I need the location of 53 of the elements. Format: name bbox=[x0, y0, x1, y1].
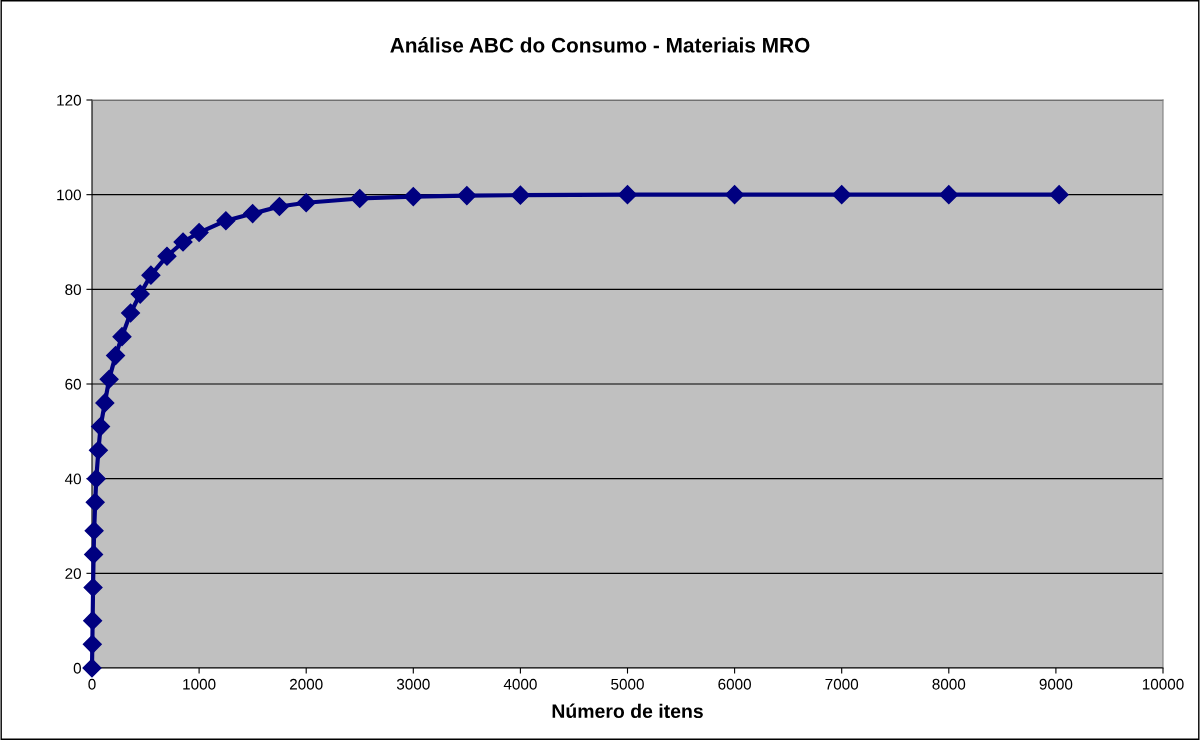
point bbox=[121, 303, 141, 323]
x-tick-label: 4000 bbox=[503, 678, 537, 690]
y-tick-label: 40 bbox=[64, 473, 81, 485]
y-tick-label: 60 bbox=[65, 378, 81, 390]
point bbox=[84, 544, 104, 564]
point bbox=[83, 611, 103, 631]
point bbox=[83, 577, 103, 598]
point bbox=[99, 369, 119, 389]
point bbox=[403, 187, 423, 207]
y-tick-label: 0 bbox=[73, 662, 81, 674]
x-tick-label: 2000 bbox=[289, 678, 323, 690]
chart-title: Análise ABC do Consumo - Materiais MRO bbox=[390, 37, 810, 53]
point bbox=[510, 185, 530, 205]
x-tick-label: 5000 bbox=[611, 678, 644, 690]
point bbox=[939, 185, 959, 205]
point bbox=[84, 521, 104, 541]
point bbox=[296, 193, 316, 213]
point bbox=[216, 211, 236, 231]
point bbox=[243, 204, 263, 224]
point bbox=[91, 417, 111, 437]
point bbox=[617, 185, 638, 205]
point bbox=[1049, 185, 1069, 205]
point bbox=[82, 634, 102, 654]
y-tick-label: 120 bbox=[57, 94, 81, 106]
point bbox=[157, 246, 177, 266]
point bbox=[106, 346, 126, 366]
x-tick-label: 7000 bbox=[825, 678, 859, 690]
x-tick-label: 3000 bbox=[396, 678, 430, 690]
x-tick-label: 10000 bbox=[1142, 678, 1184, 690]
x-tick-label: 1000 bbox=[183, 678, 216, 690]
x-tick-label: 9000 bbox=[1039, 678, 1073, 690]
point bbox=[725, 185, 745, 205]
y-tick-label: 100 bbox=[57, 189, 81, 201]
x-tick-label: 6000 bbox=[718, 678, 751, 690]
point bbox=[457, 186, 477, 206]
point bbox=[112, 327, 132, 347]
x-axis-title: Número de itens bbox=[552, 703, 703, 719]
x-tick-label: 8000 bbox=[932, 678, 966, 690]
y-tick-label: 20 bbox=[65, 568, 81, 580]
point bbox=[189, 222, 209, 243]
point bbox=[86, 469, 106, 489]
point bbox=[173, 232, 193, 252]
y-tick-label: 80 bbox=[65, 284, 81, 296]
point bbox=[82, 658, 102, 678]
point bbox=[88, 440, 108, 460]
point bbox=[350, 188, 370, 208]
x-tick-label: 0 bbox=[88, 678, 96, 690]
point bbox=[85, 492, 105, 512]
point bbox=[130, 284, 150, 304]
point bbox=[832, 185, 852, 205]
point bbox=[95, 393, 115, 413]
point bbox=[141, 265, 161, 285]
point bbox=[269, 196, 289, 217]
